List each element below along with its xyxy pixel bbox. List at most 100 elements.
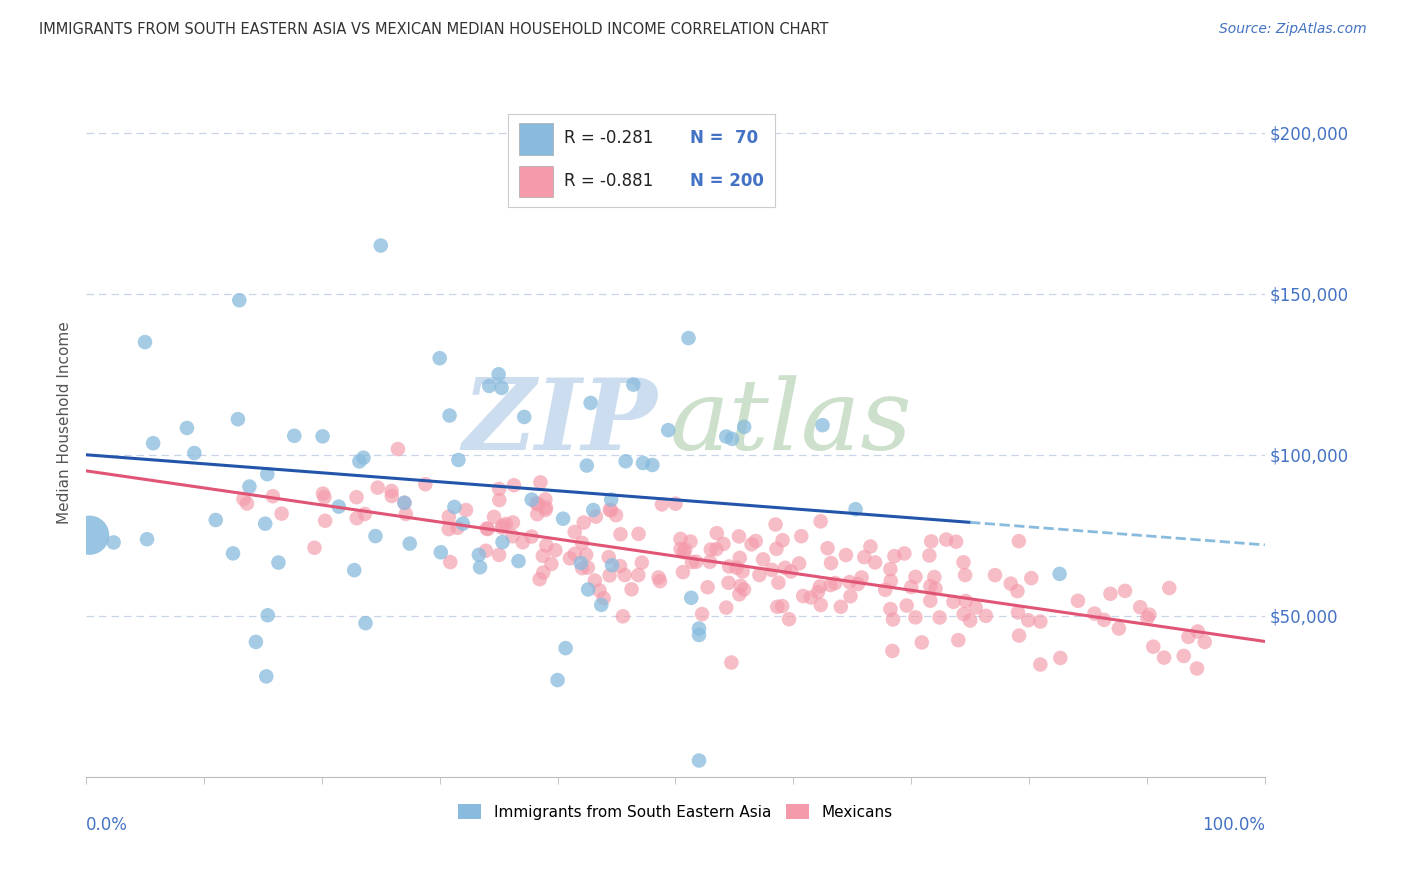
Point [924, 570, 946, 584]
Point [585, 509, 607, 524]
Point [1137, 607, 1160, 622]
Point [959, 614, 981, 628]
Point [588, 583, 610, 598]
Point [600, 492, 623, 507]
Point [1083, 607, 1105, 621]
Point [232, 491, 254, 506]
Point [488, 368, 510, 382]
Point [439, 409, 461, 423]
Point [228, 293, 250, 308]
Point [1114, 583, 1136, 598]
Point [672, 545, 695, 559]
Point [520, 492, 543, 507]
Text: 100.0%: 100.0% [1202, 815, 1265, 833]
Point [830, 599, 852, 614]
Point [810, 598, 832, 612]
Point [398, 536, 420, 550]
Point [721, 432, 744, 446]
Point [657, 423, 679, 437]
Point [176, 421, 198, 435]
Point [394, 496, 416, 510]
Point [437, 522, 460, 536]
Point [312, 486, 335, 500]
Point [1008, 629, 1031, 643]
Point [952, 555, 974, 569]
Point [716, 429, 738, 443]
Point [134, 335, 156, 350]
Point [704, 542, 727, 557]
Point [136, 533, 159, 547]
Point [641, 458, 664, 472]
Point [768, 575, 790, 590]
Point [945, 534, 967, 549]
Text: atlas: atlas [669, 375, 912, 470]
Point [882, 644, 904, 658]
Point [491, 520, 513, 534]
Point [1029, 657, 1052, 672]
Point [564, 524, 586, 539]
Point [554, 641, 576, 656]
Point [446, 521, 468, 535]
Point [880, 574, 903, 588]
Point [429, 351, 451, 366]
Point [859, 540, 882, 554]
Point [678, 331, 700, 345]
Point [808, 579, 831, 593]
Point [733, 420, 755, 434]
Text: IMMIGRANTS FROM SOUTH EASTERN ASIA VS MEXICAN MEDIAN HOUSEHOLD INCOME CORRELATIO: IMMIGRANTS FROM SOUTH EASTERN ASIA VS ME… [39, 22, 830, 37]
Point [599, 503, 621, 517]
Point [1000, 576, 1022, 591]
Point [766, 599, 789, 614]
Point [395, 507, 418, 521]
Point [353, 450, 375, 465]
Point [748, 568, 770, 582]
Point [935, 533, 957, 547]
Point [664, 497, 686, 511]
Y-axis label: Median Household Income: Median Household Income [58, 321, 72, 524]
Point [1029, 615, 1052, 629]
Point [690, 607, 713, 621]
Point [204, 513, 226, 527]
Point [571, 561, 593, 575]
Point [620, 582, 643, 597]
Point [706, 526, 728, 541]
Point [540, 557, 562, 571]
Point [524, 496, 547, 510]
Point [845, 502, 868, 516]
Point [531, 549, 554, 563]
Point [863, 556, 886, 570]
Point [778, 612, 800, 626]
Point [529, 572, 551, 586]
Point [728, 587, 751, 601]
Point [669, 542, 692, 557]
Point [551, 512, 574, 526]
Point [613, 568, 636, 582]
Point [787, 557, 810, 571]
Point [430, 545, 453, 559]
Point [765, 541, 787, 556]
Point [478, 379, 501, 393]
Point [270, 507, 292, 521]
Point [79, 528, 101, 542]
Point [475, 543, 498, 558]
Point [716, 600, 738, 615]
Point [807, 585, 830, 599]
Point [534, 492, 557, 507]
Point [575, 458, 598, 473]
Point [600, 503, 623, 517]
Point [477, 522, 499, 536]
Point [741, 537, 763, 551]
Point [381, 489, 404, 503]
Point [609, 559, 631, 574]
Text: Source: ZipAtlas.com: Source: ZipAtlas.com [1219, 22, 1367, 37]
Point [1019, 571, 1042, 585]
Point [765, 517, 787, 532]
Text: ZIP: ZIP [463, 375, 658, 471]
Point [454, 503, 477, 517]
Point [630, 556, 652, 570]
Point [328, 500, 350, 514]
Text: R = -0.881: R = -0.881 [564, 172, 654, 190]
FancyBboxPatch shape [519, 166, 554, 197]
Point [669, 532, 692, 546]
Point [1142, 640, 1164, 654]
